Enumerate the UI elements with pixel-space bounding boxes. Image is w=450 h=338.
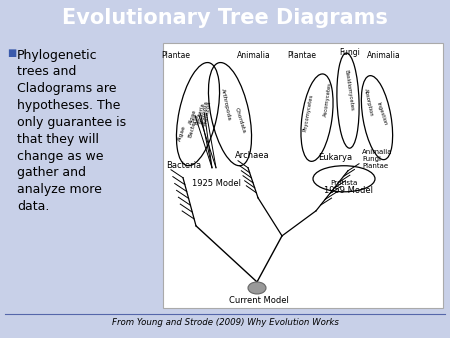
Text: Protozoa: Protozoa <box>199 100 209 124</box>
Ellipse shape <box>248 282 266 294</box>
Text: Ascomycetes: Ascomycetes <box>323 81 333 117</box>
Text: Animalia: Animalia <box>362 149 392 155</box>
Text: Ingestion: Ingestion <box>376 102 388 127</box>
Text: Bacteria: Bacteria <box>166 161 202 170</box>
Text: Arthropoda: Arthropoda <box>220 89 232 122</box>
Text: Protista: Protista <box>330 180 358 186</box>
Text: Plantae: Plantae <box>288 51 316 59</box>
Text: hypotheses. The: hypotheses. The <box>17 99 121 112</box>
FancyBboxPatch shape <box>163 43 443 308</box>
Text: Plantae: Plantae <box>162 51 190 59</box>
Text: Chordata: Chordata <box>234 106 246 134</box>
Text: Phycomycetes: Phycomycetes <box>302 93 314 132</box>
Text: Basidiomycetes: Basidiomycetes <box>344 70 355 112</box>
Text: Archaea: Archaea <box>235 151 269 160</box>
Text: Plantae: Plantae <box>362 163 388 169</box>
Text: data.: data. <box>17 200 50 213</box>
Text: Algae: Algae <box>177 124 187 142</box>
Text: Cladograms are: Cladograms are <box>17 82 117 95</box>
Text: change as we: change as we <box>17 149 104 163</box>
Text: ■: ■ <box>7 48 16 57</box>
Text: trees and: trees and <box>17 65 76 78</box>
Text: Animalia: Animalia <box>237 51 271 59</box>
Text: Fungi: Fungi <box>340 48 360 56</box>
Text: Current Model: Current Model <box>229 296 289 305</box>
Text: Absorption: Absorption <box>363 88 374 117</box>
Text: only guarantee is: only guarantee is <box>17 116 126 129</box>
Text: Animalia: Animalia <box>367 51 401 59</box>
Text: 1959 Model: 1959 Model <box>324 186 373 195</box>
Text: Phylogenetic: Phylogenetic <box>17 49 98 62</box>
Text: Fungi: Fungi <box>362 156 381 162</box>
Text: From Young and Strode (2009) Why Evolution Works: From Young and Strode (2009) Why Evoluti… <box>112 318 338 327</box>
Text: Bacteria: Bacteria <box>194 102 205 125</box>
Text: Eukarya: Eukarya <box>318 153 352 162</box>
Text: Evolutionary Tree Diagrams: Evolutionary Tree Diagrams <box>62 8 388 28</box>
Text: analyze more: analyze more <box>17 183 102 196</box>
Text: 1925 Model: 1925 Model <box>192 179 241 188</box>
Text: Bacteria: Bacteria <box>187 114 199 139</box>
Text: gather and: gather and <box>17 166 86 179</box>
Text: Algae: Algae <box>189 108 198 125</box>
Text: that they will: that they will <box>17 133 99 146</box>
Text: Protozoa: Protozoa <box>202 101 211 127</box>
